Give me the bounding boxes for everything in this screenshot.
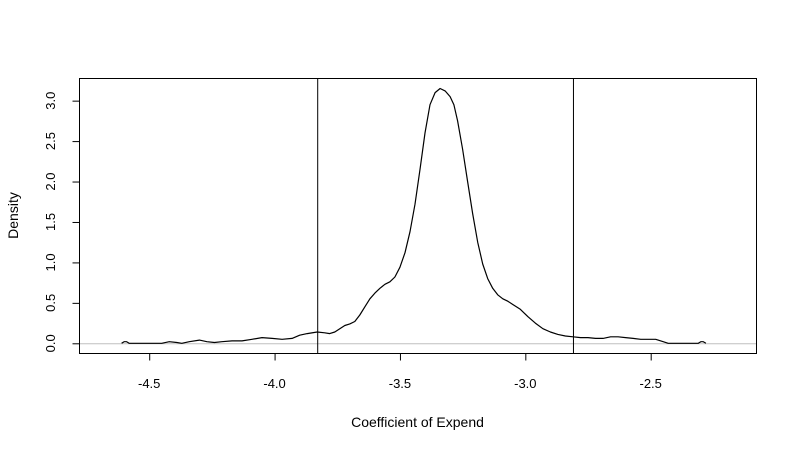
x-tick-label: -3.5 [389,376,411,391]
y-tick-label: 2.0 [43,172,58,190]
x-tick-label: -3.0 [514,376,536,391]
plot-content [79,78,756,353]
y-tick-label: 1.5 [43,213,58,231]
x-axis: -4.5 -4.0 -3.5 -3.0 -2.5 [138,353,662,391]
y-tick-label: 3.0 [43,92,58,110]
x-axis-title: Coefficient of Expend [351,414,484,430]
x-tick-label: -2.5 [639,376,661,391]
y-tick-label: 0.5 [43,294,58,312]
y-tick-label: 0.0 [43,334,58,352]
density-curve [121,87,707,344]
plot-frame [79,78,757,354]
y-axis: 0.0 0.5 1.0 1.5 2.0 2.5 3.0 [43,92,80,352]
x-tick-label: -4.5 [138,376,160,391]
x-tick-label: -4.0 [263,376,285,391]
y-tick-label: 1.0 [43,253,58,271]
y-axis-title: Density [5,192,21,239]
y-tick-label: 2.5 [43,132,58,150]
